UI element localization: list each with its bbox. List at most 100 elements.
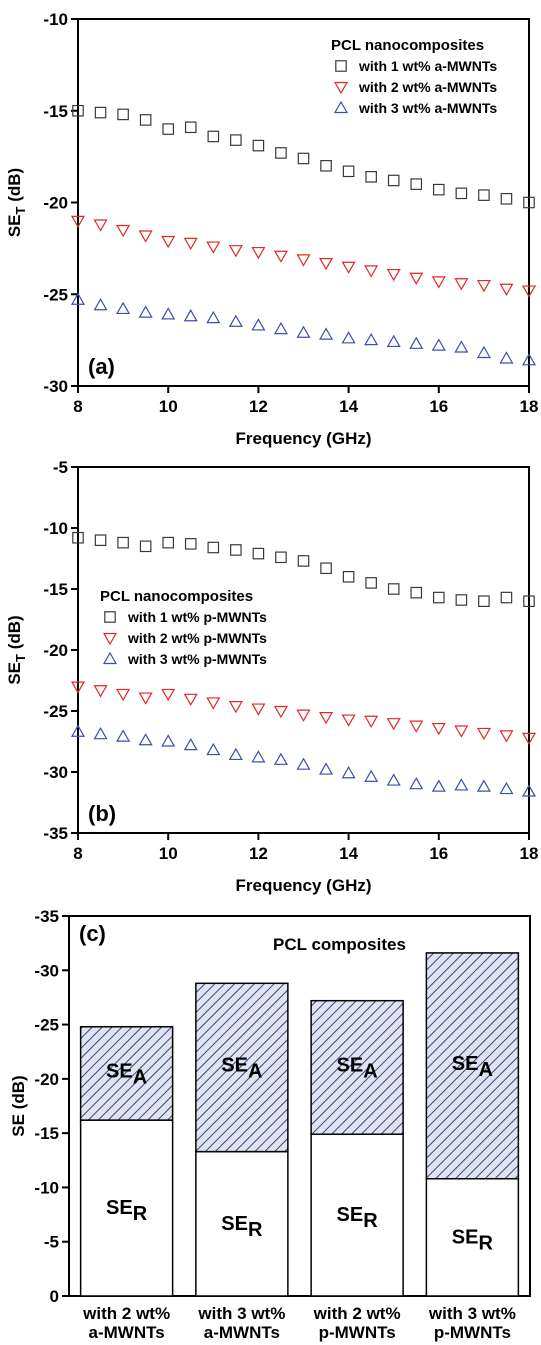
data-point xyxy=(183,693,198,707)
data-point xyxy=(499,730,514,743)
data-point xyxy=(230,544,242,556)
data-point xyxy=(320,562,332,575)
legend-label: with 2 wt% a-MWNTs xyxy=(358,79,497,95)
x-category-label: with 2 wt% xyxy=(82,1304,170,1323)
data-point xyxy=(207,130,220,143)
data-point xyxy=(455,187,468,200)
data-point xyxy=(364,265,379,278)
bar-segment-label: SEA xyxy=(221,1054,262,1082)
x-axis-label: Frequency (GHz) xyxy=(235,429,371,448)
x-tick-label: 10 xyxy=(159,397,178,416)
x-tick-label: 18 xyxy=(520,397,539,416)
data-point xyxy=(319,762,334,775)
data-point xyxy=(117,108,129,121)
data-point xyxy=(273,250,288,263)
y-tick-label: -10 xyxy=(34,1178,59,1197)
data-point xyxy=(499,283,514,296)
data-point xyxy=(410,178,423,190)
data-point xyxy=(228,747,243,761)
data-point xyxy=(409,336,424,349)
bar-se-a xyxy=(79,1025,174,1121)
x-category-label: p-MWNTs xyxy=(319,1323,396,1342)
x-category-label: a-MWNTs xyxy=(204,1323,280,1342)
data-point xyxy=(183,737,198,751)
data-point xyxy=(228,701,243,714)
panel-a-chart: 8 10 12 14 16 18 -30 -25 -20 -15 -10 Frequency (GHz… xyxy=(5,10,538,448)
data-point xyxy=(138,305,153,318)
data-point xyxy=(161,734,176,747)
data-point xyxy=(454,278,469,291)
data-point xyxy=(228,314,243,327)
data-point xyxy=(116,301,131,315)
data-point xyxy=(431,779,446,792)
data-point xyxy=(521,285,537,298)
data-point xyxy=(296,757,311,770)
data-point xyxy=(251,246,266,260)
bar-se-a xyxy=(195,982,289,1153)
data-point xyxy=(184,538,197,550)
y-axis-label: SET (dB) xyxy=(5,168,28,237)
data-point xyxy=(454,725,469,738)
data-point xyxy=(342,165,355,178)
data-point xyxy=(455,594,468,606)
data-point xyxy=(386,334,401,348)
data-point xyxy=(251,703,266,716)
x-tick-label: 14 xyxy=(339,397,358,416)
data-point xyxy=(93,298,108,311)
bar-group: SER SEA xyxy=(79,1025,174,1297)
plot-frame xyxy=(77,18,530,387)
y-tick-label: -20 xyxy=(43,641,68,660)
y-tick-label: -15 xyxy=(43,102,68,121)
x-category-label: a-MWNTs xyxy=(89,1323,165,1342)
data-point xyxy=(409,776,424,790)
x-tick-label: 12 xyxy=(249,397,268,416)
data-point xyxy=(386,718,401,731)
bar-segment-label: SER xyxy=(221,1213,263,1241)
x-tick-label: 8 xyxy=(73,397,82,416)
panel-c-chart: 0 -5 -10 -15 -20 -25 -30 -35 SE (dB) (c) PCL compo… xyxy=(9,907,531,1342)
bar-segment-label: SER xyxy=(337,1204,379,1232)
data-point xyxy=(273,705,288,719)
data-point xyxy=(476,779,491,792)
data-point xyxy=(184,121,197,134)
data-point xyxy=(319,327,334,340)
chart-title: PCL composites xyxy=(273,935,406,954)
data-point xyxy=(93,219,108,232)
data-point xyxy=(499,351,514,364)
x-tick-label: 14 xyxy=(339,844,358,863)
legend: PCL nanocomposites with 1 wt% p-MWNTs with… xyxy=(100,588,267,667)
data-point xyxy=(364,332,379,346)
y-axis-label: SET (dB) xyxy=(5,615,28,684)
y-tick-label: -15 xyxy=(43,580,68,599)
x-tick-label: 8 xyxy=(73,844,82,863)
data-point xyxy=(341,714,356,727)
bar-se-a xyxy=(310,999,404,1135)
bar-group: SER SEA xyxy=(195,982,289,1297)
y-axis-label: SE (dB) xyxy=(9,1075,28,1136)
data-point xyxy=(341,261,356,274)
data-point xyxy=(252,139,265,152)
data-point xyxy=(431,276,446,289)
legend-label: with 2 wt% p-MWNTs xyxy=(127,630,267,646)
data-point xyxy=(365,171,377,183)
data-point xyxy=(252,547,265,560)
data-point xyxy=(207,541,220,554)
x-tick-label: 18 xyxy=(520,844,539,863)
x-tick-label: 10 xyxy=(159,844,178,863)
data-point xyxy=(500,591,513,604)
data-point xyxy=(387,174,400,187)
legend-label: with 1 wt% p-MWNTs xyxy=(127,609,267,625)
data-point xyxy=(139,114,152,126)
data-point xyxy=(116,688,131,702)
data-series-2 xyxy=(70,681,537,746)
data-point xyxy=(72,104,84,117)
data-point xyxy=(94,106,107,119)
y-tick-label: -25 xyxy=(43,702,68,721)
x-tick-label: 16 xyxy=(429,844,448,863)
y-tick-label: 0 xyxy=(50,1287,59,1306)
data-point xyxy=(499,781,514,795)
data-point xyxy=(206,241,221,254)
data-point xyxy=(387,583,400,595)
data-point xyxy=(431,722,446,736)
x-axis-label: Frequency (GHz) xyxy=(235,876,371,895)
